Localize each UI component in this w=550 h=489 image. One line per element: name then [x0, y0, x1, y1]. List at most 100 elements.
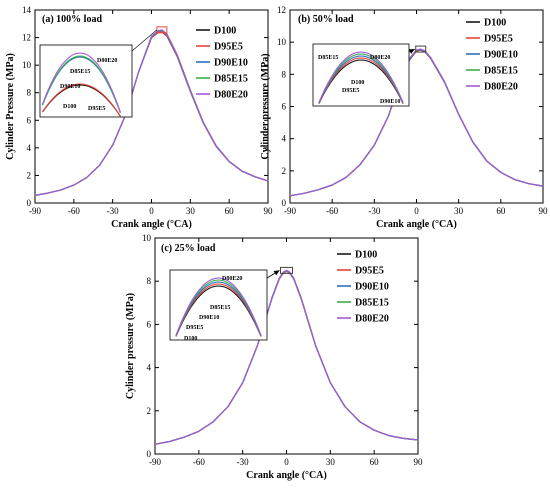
y-axis-label: Cylinder pressure (MPa) — [125, 293, 136, 399]
x-tick-label: 30 — [454, 206, 464, 216]
inset-label: D80E20 — [97, 58, 117, 64]
y-tick-label: 2 — [147, 406, 152, 416]
y-axis-label: Cylinder Pressure (MPa) — [5, 53, 16, 160]
x-axis-label: Crank angle (°CA) — [376, 219, 457, 230]
inset-curve-d80e20 — [41, 52, 121, 113]
inset-label: D95E5 — [88, 106, 105, 112]
inset-frame — [312, 43, 410, 107]
y-tick-label: 2 — [27, 170, 32, 180]
inset-curve-d80e20 — [175, 277, 262, 336]
series-line-d80e20 — [34, 29, 269, 196]
panel-0: -90 -60 -30 0 30 60 90 0 2 4 6 8 10 12 14 Crank angle (… — [5, 5, 273, 230]
x-tick-label: -90 — [284, 206, 296, 216]
y-tick-label: 4 — [147, 363, 152, 373]
inset-curve-d80e20 — [318, 51, 404, 103]
inset-label: D100 — [63, 104, 76, 110]
x-tick-label: 30 — [326, 457, 336, 467]
inset-arrowhead — [273, 270, 280, 276]
inset-connector — [131, 29, 158, 52]
x-tick-label: 90 — [539, 206, 549, 216]
inset-label: D90E10 — [60, 84, 80, 90]
panel-title: (c) 25% load — [161, 243, 216, 254]
y-tick-label: 8 — [282, 69, 287, 79]
panel-title: (a) 100% load — [42, 14, 102, 25]
x-tick-label: 30 — [186, 206, 196, 216]
x-tick-label: -60 — [326, 206, 338, 216]
y-tick-label: 0 — [27, 198, 32, 208]
x-tick-label: -90 — [29, 206, 41, 216]
x-tick-label: 90 — [264, 206, 274, 216]
inset-curve-d100 — [318, 59, 404, 104]
y-axis-label: Cylinder pressure (MPa) — [260, 53, 271, 159]
inset-label: D90E10 — [380, 99, 400, 105]
legend-label: D90E10 — [484, 50, 518, 61]
panel-1: -90 -60 -30 0 30 60 90 0 2 4 6 8 10 12 Crank angle (°C… — [260, 5, 548, 230]
inset-curve-d90e10 — [318, 55, 404, 104]
peak-box — [280, 266, 293, 274]
inset-curve-d85e15 — [175, 279, 262, 337]
legend-label: D85E15 — [355, 298, 389, 309]
legend-label: D95E5 — [355, 266, 384, 277]
y-tick-label: 14 — [22, 5, 32, 15]
series-line-d80e20 — [289, 48, 544, 197]
inset-label: D80E20 — [370, 55, 390, 61]
series-line-d80e20 — [154, 269, 419, 445]
y-tick-label: 4 — [27, 143, 32, 153]
inset-curve-d85e15 — [41, 55, 121, 113]
y-tick-label: 0 — [147, 449, 152, 459]
inset-arrowhead — [408, 49, 415, 54]
y-tick-label: 8 — [147, 276, 152, 286]
legend-label: D90E10 — [214, 58, 248, 69]
legend-label: D100 — [214, 26, 236, 37]
x-tick-label: -30 — [107, 206, 119, 216]
y-tick-label: 0 — [282, 198, 287, 208]
inset-label: D85E15 — [210, 305, 230, 311]
inset-curve-d95e5 — [42, 83, 121, 117]
legend-label: D85E15 — [484, 66, 518, 77]
inset-curve-d100 — [175, 285, 262, 337]
y-tick-label: 10 — [277, 37, 287, 47]
y-tick-label: 6 — [282, 102, 287, 112]
y-tick-label: 10 — [142, 233, 152, 243]
y-tick-label: 4 — [282, 134, 287, 144]
inset-label: D90E10 — [199, 315, 219, 321]
x-tick-label: 0 — [414, 206, 419, 216]
x-tick-label: -30 — [368, 206, 380, 216]
x-tick-label: -60 — [193, 457, 205, 467]
x-tick-label: 90 — [414, 457, 424, 467]
inset-label: D95E5 — [186, 325, 203, 331]
x-tick-label: -90 — [149, 457, 161, 467]
x-tick-label: 60 — [370, 457, 380, 467]
legend-label: D80E20 — [214, 90, 248, 101]
panel-title: (b) 50% load — [298, 14, 354, 25]
inset-curve-d95e5 — [175, 283, 262, 337]
x-axis-label: Crank angle (°CA) — [246, 470, 327, 481]
y-tick-label: 10 — [22, 60, 32, 70]
x-tick-label: 60 — [496, 206, 506, 216]
inset-label: D85E15 — [70, 69, 90, 75]
inset-curve-d85e15 — [318, 53, 404, 104]
inset-label: D80E20 — [222, 276, 242, 282]
y-tick-label: 6 — [27, 115, 32, 125]
legend-label: D95E5 — [214, 42, 243, 53]
x-tick-label: 60 — [225, 206, 235, 216]
x-tick-label: 0 — [149, 206, 154, 216]
inset-label: D100 — [351, 80, 364, 86]
y-tick-label: 8 — [27, 88, 32, 98]
panel-2: -90 -60 -30 0 30 60 90 0 2 4 6 8 10 Crank angle (°CA)… — [125, 233, 423, 481]
inset-label: D85E15 — [318, 55, 338, 61]
inset-curve-d90e10 — [175, 281, 262, 337]
inset-label: D95E5 — [342, 88, 359, 94]
legend-label: D80E20 — [484, 82, 518, 93]
peak-box — [415, 45, 427, 53]
legend-label: D80E20 — [355, 314, 389, 325]
y-tick-label: 6 — [147, 319, 152, 329]
legend-label: D100 — [484, 18, 506, 29]
x-axis-label: Crank angle (°CA) — [111, 219, 192, 230]
x-tick-label: 0 — [284, 457, 289, 467]
legend-label: D100 — [355, 250, 377, 261]
legend-label: D85E15 — [214, 74, 248, 85]
y-tick-label: 12 — [22, 33, 31, 43]
x-tick-label: -60 — [68, 206, 80, 216]
